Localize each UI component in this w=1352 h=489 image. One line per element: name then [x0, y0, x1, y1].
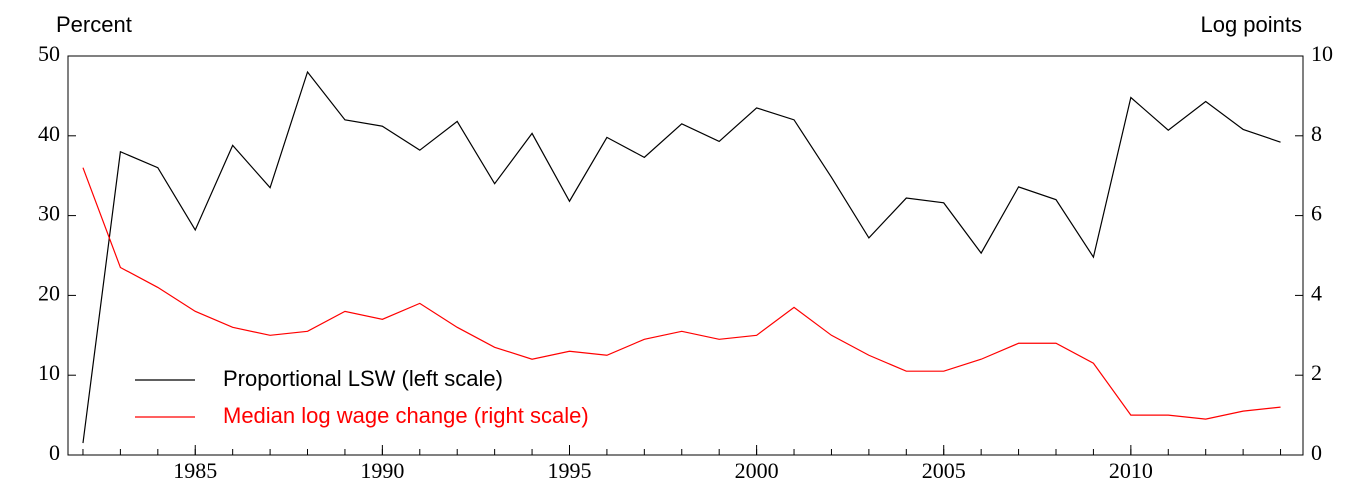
- y2-tick-label: 2: [1311, 360, 1322, 385]
- series-line: [82, 167, 1281, 420]
- x-tick-label: 2000: [735, 458, 779, 483]
- y2-tick-label: 4: [1311, 280, 1322, 305]
- y2-tick-label: 0: [1311, 440, 1322, 465]
- y-tick-label: 50: [38, 41, 60, 66]
- y-tick-label: 20: [38, 280, 60, 305]
- y-tick-label: 0: [49, 440, 60, 465]
- legend-label: Median log wage change (right scale): [223, 403, 589, 428]
- y-tick-label: 40: [38, 121, 60, 146]
- y2-tick-label: 8: [1311, 121, 1322, 146]
- x-tick-label: 1990: [360, 458, 404, 483]
- x-tick-label: 1995: [547, 458, 591, 483]
- y2-tick-label: 10: [1311, 41, 1333, 66]
- y-tick-label: 30: [38, 201, 60, 226]
- y-tick-label: 10: [38, 360, 60, 385]
- y-axis-label: Percent: [56, 12, 132, 37]
- legend-label: Proportional LSW (left scale): [223, 366, 503, 391]
- series-line: [82, 70, 1281, 444]
- x-tick-label: 2010: [1109, 458, 1153, 483]
- y2-tick-label: 6: [1311, 201, 1322, 226]
- y2-axis-label: Log points: [1200, 12, 1302, 37]
- plot-frame: [67, 55, 1304, 456]
- x-tick-label: 1985: [173, 458, 217, 483]
- x-tick-label: 2005: [922, 458, 966, 483]
